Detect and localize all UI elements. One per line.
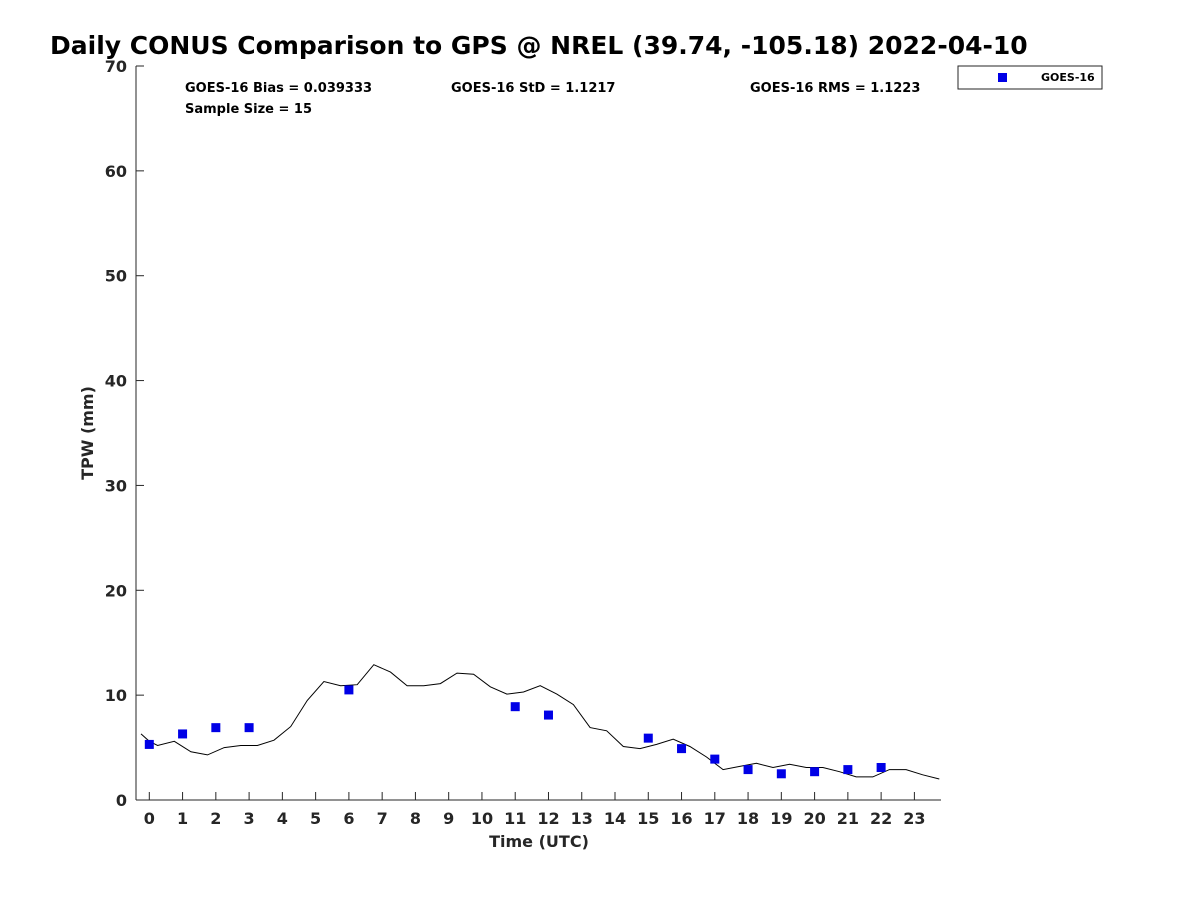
y-tick-label: 50: [105, 267, 127, 286]
x-tick-label: 15: [637, 809, 659, 828]
goes-16-point: [776, 769, 786, 779]
goes-16-point: [810, 767, 820, 777]
goes-16-point: [643, 733, 653, 743]
x-tick-label: 9: [443, 809, 454, 828]
x-tick-label: 10: [471, 809, 493, 828]
goes-16-point: [144, 739, 154, 749]
x-tick-label: 16: [670, 809, 692, 828]
legend-marker-goes-16: [998, 73, 1007, 82]
y-axis-label: TPW (mm): [78, 386, 97, 480]
x-tick-label: 17: [704, 809, 726, 828]
y-tick-label: 0: [116, 791, 127, 810]
x-tick-label: 12: [537, 809, 559, 828]
x-tick-label: 7: [377, 809, 388, 828]
goes-16-point: [211, 723, 221, 733]
goes-16-point: [510, 702, 520, 712]
x-tick-label: 13: [571, 809, 593, 828]
x-tick-label: 0: [144, 809, 155, 828]
x-tick-label: 6: [343, 809, 354, 828]
goes-16-point: [344, 685, 354, 695]
x-tick-label: 8: [410, 809, 421, 828]
goes-16-point: [244, 723, 254, 733]
goes-16-point: [178, 729, 188, 739]
x-tick-label: 19: [770, 809, 792, 828]
goes-16-point: [843, 765, 853, 775]
legend: GOES-16: [957, 65, 1103, 90]
goes-16-point: [543, 710, 553, 720]
x-tick-label: 2: [210, 809, 221, 828]
x-tick-label: 5: [310, 809, 321, 828]
x-tick-label: 21: [837, 809, 859, 828]
x-tick-label: 14: [604, 809, 626, 828]
stat-rms: GOES-16 RMS = 1.1223: [750, 81, 920, 96]
gps-line: [140, 664, 940, 780]
y-tick-label: 60: [105, 162, 127, 181]
x-tick-label: 22: [870, 809, 892, 828]
x-tick-label: 20: [803, 809, 825, 828]
y-ticks: 0 10 20 30 40 50 60 70: [105, 57, 144, 810]
stat-bias: GOES-16 Bias = 0.039333: [185, 81, 372, 96]
goes-16-point: [876, 762, 886, 772]
legend-label-goes-16: GOES-16: [1041, 71, 1095, 84]
goes-16-point: [743, 765, 753, 775]
x-ticks: 0 1 2 3 4 5 6 7 8 9 10 11 12 13 14 15 16 17 18 19 20 21 22 23: [144, 792, 926, 828]
y-tick-label: 10: [105, 686, 127, 705]
x-tick-label: 3: [244, 809, 255, 828]
goes-16-series: [144, 685, 886, 779]
x-tick-label: 18: [737, 809, 759, 828]
y-tick-label: 40: [105, 372, 127, 391]
goes-16-point: [710, 754, 720, 764]
y-tick-label: 30: [105, 476, 127, 495]
gps-series: [140, 664, 940, 780]
x-axis-label: Time (UTC): [489, 832, 589, 851]
stat-sample-size: Sample Size = 15: [185, 102, 312, 117]
y-tick-label: 70: [105, 57, 127, 76]
y-tick-label: 20: [105, 581, 127, 600]
stat-std: GOES-16 StD = 1.1217: [451, 81, 615, 96]
x-tick-label: 1: [177, 809, 188, 828]
chart-title: Daily CONUS Comparison to GPS @ NREL (39…: [50, 31, 1028, 60]
legend-box: [957, 65, 1103, 90]
x-tick-label: 23: [903, 809, 925, 828]
goes-16-point: [677, 744, 687, 754]
x-tick-label: 11: [504, 809, 526, 828]
x-tick-label: 4: [277, 809, 288, 828]
plot-area: 0 1 2 3 4 5 6 7 8 9 10 11 12 13 14 15 16 17 18 19 20 21 22 23 0…: [105, 57, 941, 828]
